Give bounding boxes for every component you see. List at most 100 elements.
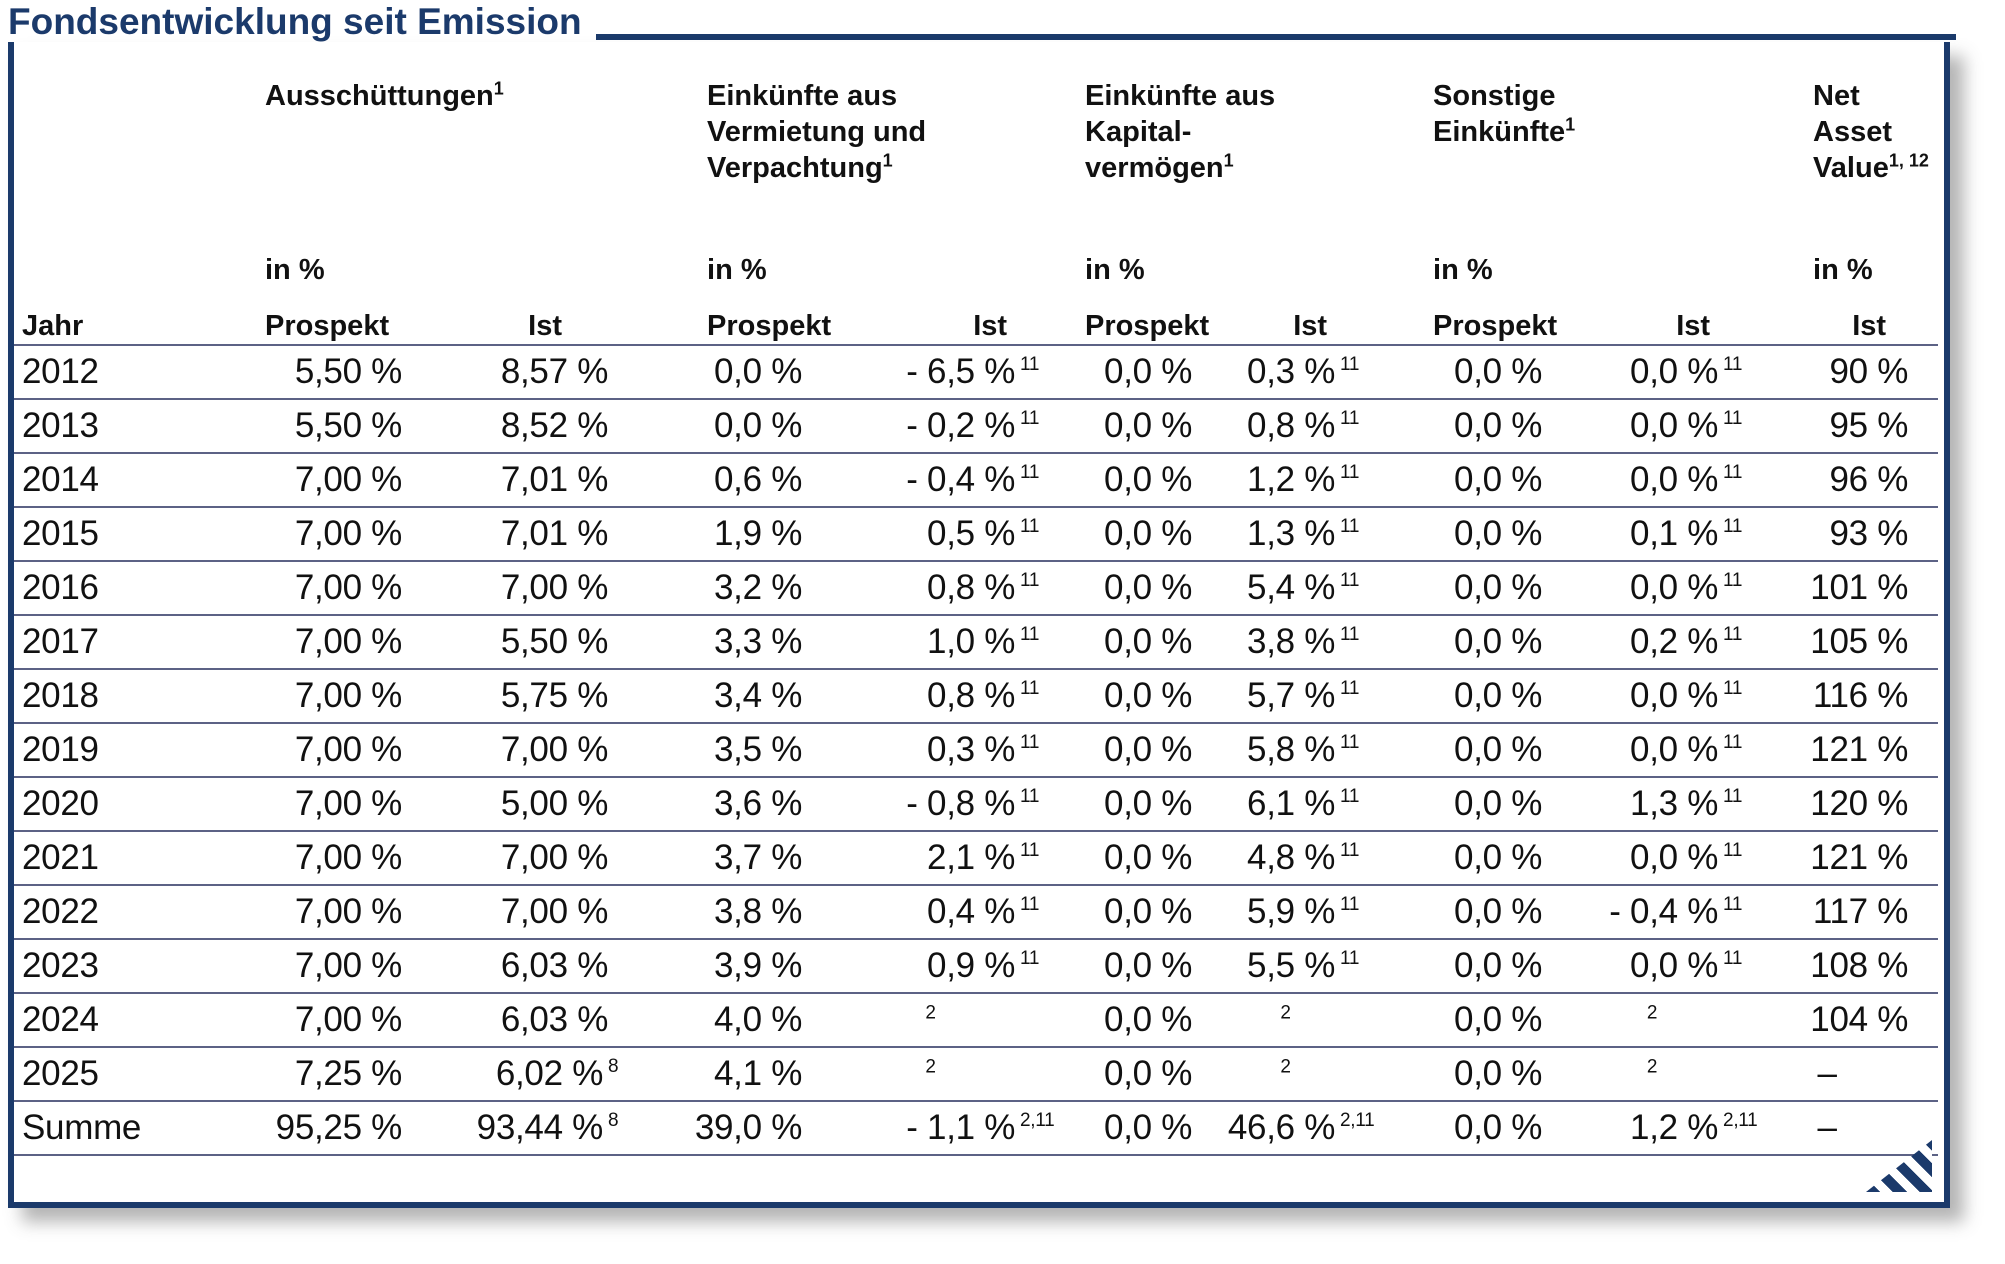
value: 93 % bbox=[1829, 514, 1909, 553]
value: 1,3 % bbox=[1247, 514, 1336, 553]
data-cell: 0,0 % bbox=[1373, 831, 1548, 885]
unit-label: in % bbox=[707, 254, 767, 286]
year-cell: 2025 bbox=[22, 1054, 99, 1093]
value: 0,8 % bbox=[927, 676, 1016, 715]
year-cell: 2023 bbox=[22, 946, 99, 985]
data-cell: 2 bbox=[808, 1047, 1053, 1101]
value: 0,0 % bbox=[1454, 406, 1543, 445]
data-cell: 2 bbox=[1548, 993, 1756, 1047]
value: 0,0 % bbox=[1104, 622, 1193, 661]
data-cell: 0,0 % bbox=[1053, 1101, 1198, 1155]
footnote-ref: 1 bbox=[1223, 150, 1234, 171]
table-row: 2023 7,00 % 6,03 % 3,9 % 0,9 % 11 0,0 % 5,5 % 11… bbox=[14, 939, 1939, 993]
col-label-ist: Ist bbox=[528, 310, 563, 342]
data-cell: 7,00 % bbox=[258, 561, 408, 615]
data-cell: 5,5 % 11 bbox=[1247, 946, 1360, 985]
year-cell: 2014 bbox=[22, 460, 99, 499]
data-cell: 0,0 % bbox=[608, 399, 808, 453]
value: 0,0 % bbox=[1454, 1108, 1543, 1147]
header-spacer bbox=[14, 42, 258, 238]
data-cell: 3,8 % 11 bbox=[1247, 622, 1360, 661]
data-cell: - 0,4 % 11 bbox=[906, 460, 1040, 499]
data-cell: 39,0 % bbox=[608, 1101, 808, 1155]
value: 7,01 % bbox=[500, 514, 609, 553]
value: 7,00 % bbox=[294, 838, 402, 877]
data-cell: 95 % bbox=[1756, 399, 1938, 453]
data-cell: 1,3 % 11 bbox=[1247, 514, 1360, 553]
data-cell: 0,0 % bbox=[1053, 561, 1198, 615]
value: 3,6 % bbox=[714, 784, 803, 823]
value: 0,0 % bbox=[714, 406, 803, 445]
data-cell: 8,52 % bbox=[408, 399, 608, 453]
value: 0,0 % bbox=[1454, 1054, 1543, 1093]
data-cell: 96 % bbox=[1756, 453, 1938, 507]
table-row: 2012 5,50 % 8,57 % 0,0 % - 6,5 % 11 0,0 % 0,3 %… bbox=[14, 345, 1939, 399]
year-cell: 2020 bbox=[22, 784, 99, 823]
data-cell: 2 bbox=[808, 993, 1053, 1047]
year-cell: 2019 bbox=[22, 730, 99, 769]
value: 0,0 % bbox=[1104, 568, 1193, 607]
footnote-ref: 1 bbox=[493, 78, 504, 99]
year-cell: 2018 bbox=[22, 676, 99, 715]
value: 0,6 % bbox=[714, 460, 803, 499]
value: 0,0 % bbox=[1104, 352, 1193, 391]
value: 95 % bbox=[1829, 406, 1909, 445]
value: 0,0 % bbox=[1104, 1108, 1193, 1147]
value: 1,2 % bbox=[1630, 1108, 1719, 1147]
value: 6,03 % bbox=[500, 1000, 609, 1039]
table-row: Summe 95,25 % 93,44 % 8 39,0 % - 1,1 % 2,11 0,0… bbox=[14, 1101, 1939, 1155]
data-cell: 5,50 % bbox=[258, 345, 408, 399]
data-cell: 90 % bbox=[1756, 345, 1938, 399]
table-row: 2025 7,25 % 6,02 % 8 4,1 % 2 0,0 % 2 0,0 % 2 – bbox=[14, 1047, 1939, 1101]
value: 0,0 % bbox=[1630, 838, 1719, 877]
value: 0,0 % bbox=[1104, 460, 1193, 499]
data-cell: 4,8 % 11 bbox=[1247, 838, 1360, 877]
value: 0,0 % bbox=[1454, 892, 1543, 931]
data-cell: 6,03 % bbox=[408, 939, 608, 993]
value: 0,0 % bbox=[1104, 730, 1193, 769]
data-cell: 7,00 % bbox=[258, 939, 408, 993]
col-label-prospekt: Prospekt bbox=[1433, 310, 1558, 342]
value: 4,0 % bbox=[714, 1000, 803, 1039]
data-cell: 3,6 % bbox=[608, 777, 808, 831]
value: 6,1 % bbox=[1247, 784, 1336, 823]
table-row: 2017 7,00 % 5,50 % 3,3 % 1,0 % 11 0,0 % 3,8 % 11… bbox=[14, 615, 1939, 669]
value: 7,00 % bbox=[294, 568, 402, 607]
value: 0,0 % bbox=[1454, 730, 1543, 769]
data-cell: 0,0 % bbox=[1053, 939, 1198, 993]
data-cell: 2 bbox=[1198, 993, 1373, 1047]
value: 0,4 % bbox=[927, 892, 1016, 931]
value: 39,0 % bbox=[694, 1108, 803, 1147]
value: 1,3 % bbox=[1630, 784, 1719, 823]
data-cell: 1,2 % 11 bbox=[1247, 460, 1360, 499]
value: 0,0 % bbox=[1454, 1000, 1543, 1039]
value: 6,02 % bbox=[495, 1054, 604, 1093]
value: 0,0 % bbox=[1454, 784, 1543, 823]
data-cell: 0,0 % bbox=[1053, 1047, 1198, 1101]
value: 0,0 % bbox=[1454, 352, 1543, 391]
value: 7,01 % bbox=[500, 460, 609, 499]
table-row: 2021 7,00 % 7,00 % 3,7 % 2,1 % 11 0,0 % 4,8 % 11… bbox=[14, 831, 1939, 885]
data-cell: 5,7 % 11 bbox=[1247, 676, 1360, 715]
value: 5,9 % bbox=[1247, 892, 1336, 931]
value: 0,0 % bbox=[1104, 676, 1193, 715]
year-cell: 2021 bbox=[22, 838, 99, 877]
col-label-prospekt: Prospekt bbox=[265, 310, 390, 342]
table-row: 2019 7,00 % 7,00 % 3,5 % 0,3 % 11 0,0 % 5,8 % 11… bbox=[14, 723, 1939, 777]
no-value-dash: – bbox=[1817, 1054, 1837, 1093]
value: 5,50 % bbox=[500, 622, 609, 661]
value: 0,8 % bbox=[1247, 406, 1336, 445]
data-cell: 6,03 % bbox=[408, 993, 608, 1047]
value: 0,0 % bbox=[1104, 1000, 1193, 1039]
data-cell: 7,00 % bbox=[258, 885, 408, 939]
value: 7,00 % bbox=[500, 892, 609, 931]
value: 8,57 % bbox=[500, 352, 609, 391]
value: 0,2 % bbox=[1630, 622, 1719, 661]
value: 7,00 % bbox=[294, 460, 402, 499]
col-label-ist: Ist bbox=[1293, 310, 1328, 342]
year-cell: Summe bbox=[22, 1108, 142, 1147]
value: 7,00 % bbox=[500, 838, 609, 877]
data-cell: 0,0 % bbox=[1373, 453, 1548, 507]
value: 7,00 % bbox=[500, 568, 609, 607]
data-cell: 0,0 % bbox=[1373, 507, 1548, 561]
